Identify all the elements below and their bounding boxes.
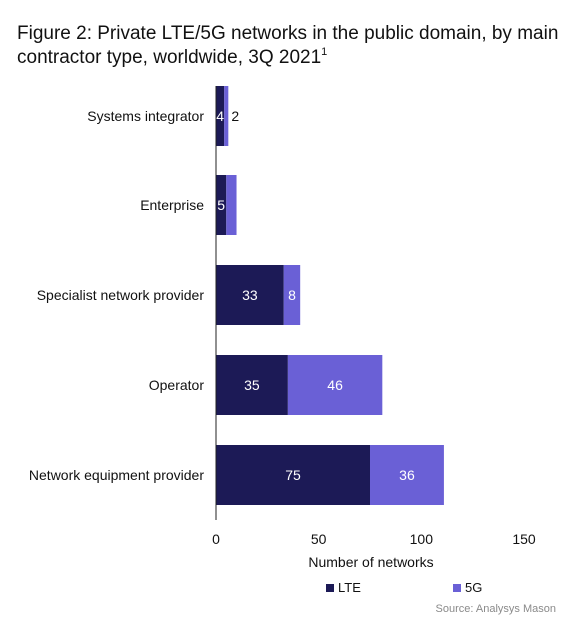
title-footnote: 1 — [321, 46, 328, 58]
source-note: Source: Analysys Mason — [435, 603, 556, 615]
data-label-lte-specialist-network-provider: 33 — [242, 287, 258, 303]
data-label-5g-enterprise: 5 — [240, 197, 248, 213]
data-label-5g-specialist-network-provider: 8 — [288, 287, 296, 303]
category-label-network-equipment-provider: Network equipment provider — [29, 467, 204, 483]
stacked-bar-chart: Systems integrator 4 2 Enterprise 5 5 Speciali… — [29, 86, 536, 570]
bar-5g-specialist-network-provider — [283, 265, 301, 325]
bar-lte-specialist-network-provider — [216, 265, 284, 325]
x-axis-title: Number of networks — [308, 554, 433, 570]
bar-lte-operator — [216, 355, 288, 415]
legend-label-5g: 5G — [465, 580, 483, 595]
legend-swatch-lte — [326, 583, 334, 592]
x-tick-label-100: 100 — [410, 531, 434, 547]
bar-lte-systems-integrator — [216, 86, 225, 146]
data-label-5g-systems-integrator: 2 — [231, 108, 239, 124]
legend-swatch-5g — [453, 583, 461, 592]
bar-5g-operator — [287, 355, 383, 415]
bar-5g-network-equipment-provider — [370, 445, 444, 505]
data-label-5g-operator: 46 — [327, 377, 343, 393]
legend-item-lte: LTE — [326, 580, 361, 595]
category-label-operator: Operator — [149, 377, 205, 393]
data-label-lte-systems-integrator: 4 — [216, 108, 224, 124]
category-label-systems-integrator: Systems integrator — [87, 108, 204, 124]
data-label-lte-enterprise: 5 — [217, 197, 225, 213]
category-label-enterprise: Enterprise — [140, 197, 204, 213]
data-label-lte-operator: 35 — [244, 377, 260, 393]
bar-5g-systems-integrator — [224, 86, 229, 146]
legend: LTE 5G — [0, 580, 582, 596]
data-label-lte-network-equipment-provider: 75 — [285, 467, 301, 483]
bar-lte-network-equipment-provider — [216, 445, 370, 505]
chart-title: Figure 2: Private LTE/5G networks in the… — [17, 23, 559, 68]
x-tick-label-150: 150 — [512, 531, 536, 547]
x-tick-label-50: 50 — [311, 531, 327, 547]
x-tick-label-0: 0 — [212, 531, 220, 547]
legend-label-lte: LTE — [338, 580, 361, 595]
bar-5g-enterprise — [226, 175, 237, 235]
category-label-specialist-network-provider: Specialist network provider — [37, 287, 205, 303]
legend-item-5g: 5G — [453, 580, 482, 595]
bar-lte-enterprise — [216, 175, 227, 235]
data-label-5g-network-equipment-provider: 36 — [399, 467, 415, 483]
